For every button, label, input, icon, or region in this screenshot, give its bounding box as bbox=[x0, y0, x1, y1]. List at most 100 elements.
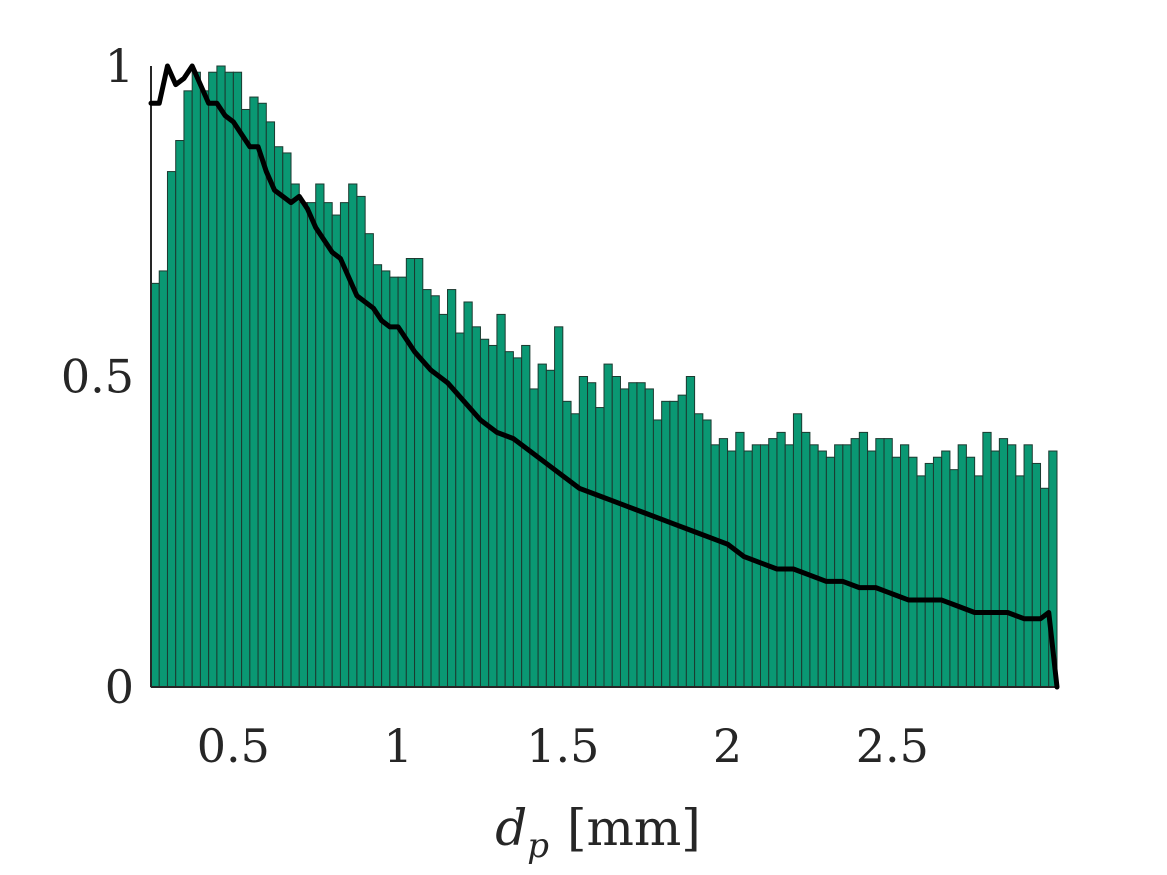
histogram-bar bbox=[1023, 444, 1033, 688]
histogram-bar bbox=[1040, 487, 1050, 688]
histogram-bar bbox=[488, 344, 498, 688]
histogram-bar bbox=[957, 444, 967, 688]
histogram-bar bbox=[636, 382, 646, 688]
histogram-bar bbox=[570, 413, 580, 688]
histogram-bar bbox=[414, 258, 424, 688]
histogram-bar bbox=[768, 438, 778, 688]
histogram-bar bbox=[1031, 462, 1042, 688]
histogram-bar bbox=[858, 431, 869, 688]
histogram-bar bbox=[990, 450, 1000, 688]
histogram-bar bbox=[224, 71, 234, 688]
histogram-bar bbox=[587, 382, 597, 688]
histogram-bar bbox=[603, 363, 613, 688]
histogram-bar bbox=[834, 444, 844, 688]
histogram-bar bbox=[463, 301, 473, 688]
histogram-bar bbox=[183, 90, 193, 688]
histogram-bar bbox=[323, 202, 333, 688]
histogram-bar bbox=[166, 171, 177, 688]
x-tick-label: 0.5 bbox=[197, 719, 270, 773]
y-tick-labels: 00.51 bbox=[61, 39, 134, 714]
histogram-bar bbox=[545, 369, 556, 688]
histogram-bar bbox=[232, 71, 243, 688]
histogram-bar bbox=[825, 456, 836, 688]
histogram-bar bbox=[924, 462, 934, 688]
histogram-bar bbox=[150, 282, 160, 688]
y-tick-label: 0 bbox=[105, 660, 134, 714]
histogram-bar bbox=[776, 431, 786, 688]
histogram-bar bbox=[801, 431, 811, 688]
histogram-bar bbox=[389, 276, 399, 688]
histogram-bar bbox=[595, 407, 605, 688]
histogram-bar bbox=[743, 450, 753, 688]
histogram-bar bbox=[274, 146, 284, 688]
histogram-bar bbox=[735, 431, 745, 688]
histogram-bar bbox=[158, 270, 168, 688]
histogram-bar bbox=[471, 326, 481, 688]
histogram-bar bbox=[867, 450, 877, 688]
bars-group bbox=[150, 65, 1058, 688]
histogram-bar bbox=[661, 400, 671, 688]
histogram-bar bbox=[241, 108, 251, 688]
x-axis-label-sub: p bbox=[527, 826, 549, 866]
histogram-bar bbox=[529, 388, 539, 688]
histogram-bar bbox=[718, 438, 729, 688]
histogram-bar bbox=[208, 71, 218, 688]
histogram-bar bbox=[578, 376, 589, 688]
histogram-bar bbox=[249, 96, 259, 688]
histogram-bar bbox=[257, 102, 267, 688]
histogram-bar bbox=[372, 264, 383, 688]
histogram-bar bbox=[356, 195, 366, 688]
histogram-bar bbox=[381, 270, 391, 688]
histogram-bar bbox=[306, 202, 317, 688]
histogram-bar bbox=[348, 183, 358, 688]
histogram-bar bbox=[965, 456, 976, 688]
histogram-bar bbox=[290, 183, 300, 688]
histogram-bar bbox=[702, 419, 712, 688]
histogram-bar bbox=[669, 400, 679, 688]
histogram-bar bbox=[908, 456, 918, 688]
histogram-bar bbox=[455, 332, 465, 688]
histogram-bar bbox=[611, 376, 621, 688]
histogram-bar bbox=[677, 394, 687, 688]
histogram-bar bbox=[438, 313, 449, 688]
histogram-bar bbox=[405, 258, 416, 688]
histogram-bar bbox=[842, 444, 852, 688]
histogram-bar bbox=[932, 456, 943, 688]
histogram-bar bbox=[537, 363, 547, 688]
histogram-bar bbox=[891, 456, 902, 688]
x-axis-label: dp [mm] bbox=[495, 799, 701, 866]
histogram-bar bbox=[850, 438, 860, 688]
histogram-bar bbox=[784, 444, 794, 688]
histogram-bar bbox=[875, 438, 885, 688]
x-tick-labels: 0.5 1 1.5 2 2.5 bbox=[197, 719, 929, 773]
histogram-bar bbox=[282, 152, 292, 688]
histogram-bar bbox=[199, 90, 210, 688]
x-tick-label: 1 bbox=[383, 719, 412, 773]
axes-group bbox=[150, 66, 1057, 688]
histogram-bar bbox=[900, 444, 910, 688]
histogram-bar bbox=[792, 413, 803, 688]
histogram-bar bbox=[422, 289, 432, 688]
x-tick-label: 2.5 bbox=[856, 719, 929, 773]
histogram-bar bbox=[496, 313, 506, 688]
line-series bbox=[148, 63, 1060, 690]
histogram-bar bbox=[883, 438, 893, 688]
histogram-bar bbox=[619, 388, 630, 688]
histogram-bar bbox=[175, 140, 185, 688]
x-axis-label-unit: [mm] bbox=[567, 799, 701, 857]
histogram-bar bbox=[447, 289, 457, 688]
histogram-bar bbox=[652, 419, 663, 688]
x-tick-label: 1.5 bbox=[526, 719, 599, 773]
histogram-bar bbox=[504, 351, 514, 688]
histogram-bar bbox=[982, 431, 992, 688]
histogram-bar bbox=[727, 450, 737, 688]
histogram-bar bbox=[628, 382, 638, 688]
histogram-bar bbox=[554, 326, 564, 688]
histogram-bar bbox=[941, 450, 951, 688]
y-tick-label: 0.5 bbox=[61, 350, 134, 404]
histogram-bar bbox=[265, 121, 276, 688]
histogram-bar bbox=[809, 444, 819, 688]
histogram-bar bbox=[1015, 475, 1025, 688]
histogram-bar bbox=[216, 65, 226, 688]
